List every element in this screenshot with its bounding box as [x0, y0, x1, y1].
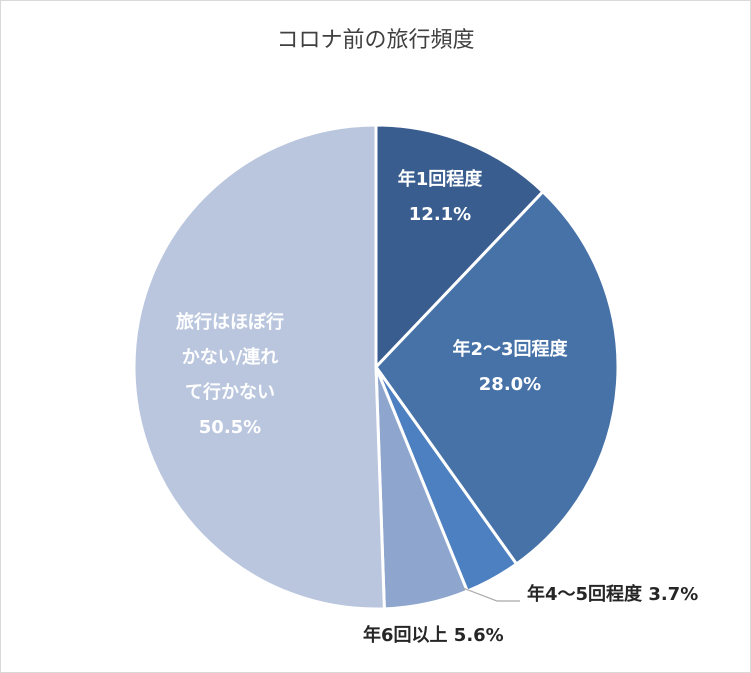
slice-label: 年6回以上 5.6%	[363, 624, 504, 646]
pie-slice	[374, 123, 546, 371]
slice-value-label: 28.0%	[479, 374, 541, 395]
chart-title: コロナ前の旅行頻度	[276, 28, 475, 53]
slice-category-label: 年2〜3回程度	[452, 338, 568, 360]
slice-value-label: 50.5%	[199, 417, 261, 438]
slice-value-label: 12.1%	[409, 204, 471, 225]
slice-category-label: かない/連れ	[182, 346, 279, 368]
slice-label: 年4〜5回程度 3.7%	[527, 583, 698, 605]
leader-line	[462, 587, 520, 602]
slice-category-label: て行かない	[185, 381, 275, 403]
slice-category-label: 旅行はほぼ行	[176, 311, 284, 333]
pie-slice	[374, 189, 620, 567]
pie-slice	[132, 123, 386, 611]
slice-category-label: 年1回程度	[398, 168, 484, 190]
